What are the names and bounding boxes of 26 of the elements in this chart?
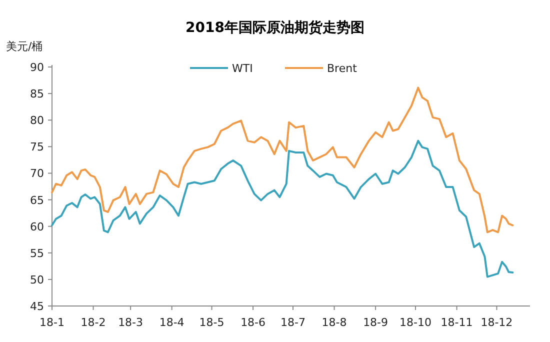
y-tick-label: 90 <box>30 61 44 74</box>
legend-label: Brent <box>327 62 358 75</box>
chart-title: 2018年国际原油期货走势图 <box>186 20 364 36</box>
x-tick-label: 18-3 <box>118 316 144 329</box>
x-tick-label: 18-7 <box>280 316 306 329</box>
y-tick-label: 45 <box>30 300 44 313</box>
y-tick-label: 65 <box>30 194 44 207</box>
y-axis-title: 美元/桶 <box>6 40 43 53</box>
y-tick-label: 55 <box>30 246 44 260</box>
x-tick-label: 18-1 <box>40 316 64 329</box>
x-tick-label: 18-6 <box>240 316 266 329</box>
legend-label: WTI <box>232 62 253 75</box>
y-tick-label: 70 <box>30 167 44 180</box>
y-tick-label: 80 <box>30 114 44 128</box>
x-tick-label: 18-12 <box>480 316 513 329</box>
x-tick-label: 18-4 <box>159 316 184 329</box>
y-tick-label: 85 <box>30 88 44 101</box>
y-tick-label: 75 <box>30 140 44 154</box>
x-tick-label: 18-2 <box>80 316 106 329</box>
x-tick-label: 18-8 <box>322 316 347 329</box>
x-tick-label: 18-5 <box>199 316 224 329</box>
y-tick-label: 50 <box>30 273 44 286</box>
y-tick-label: 60 <box>30 220 44 234</box>
x-tick-label: 18-10 <box>400 316 432 329</box>
x-tick-label: 18-11 <box>440 316 473 329</box>
x-tick-label: 18-9 <box>363 316 388 329</box>
